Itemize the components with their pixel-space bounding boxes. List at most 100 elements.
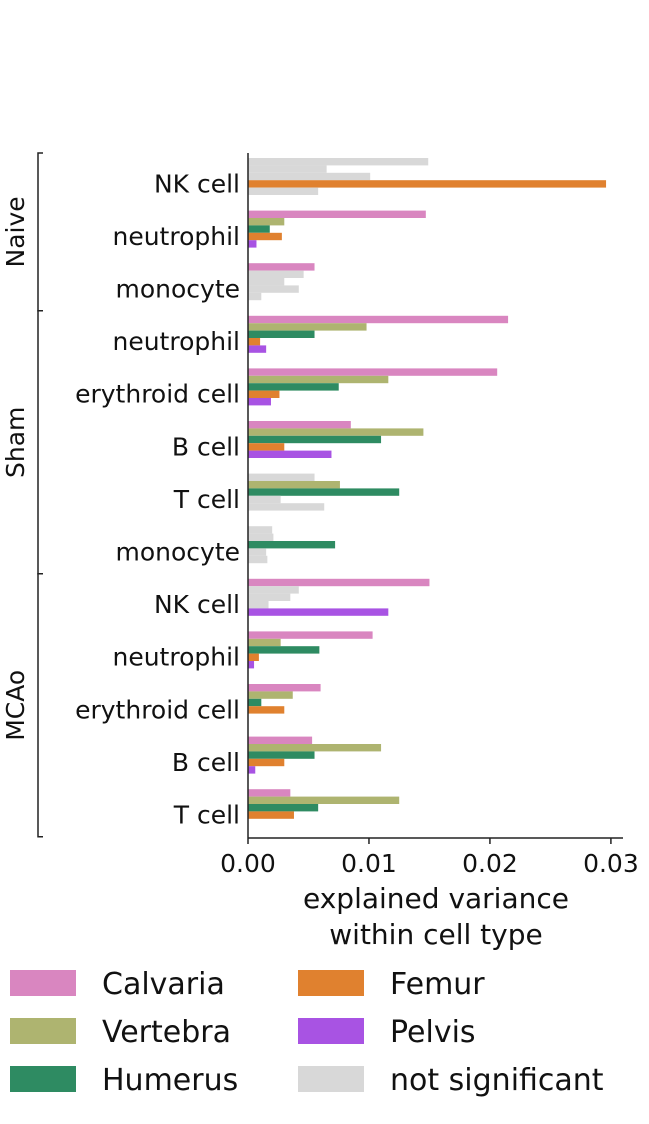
bar-naive-neutrophil-calvaria xyxy=(248,210,426,218)
bar-sham-b-cell-femur xyxy=(248,443,285,451)
bar-naive-nk-cell-pelvis xyxy=(248,187,319,195)
bar-naive-monocyte-pelvis xyxy=(248,292,262,301)
bar-mcao-t-cell-humerus xyxy=(248,804,319,812)
bar-naive-neutrophil-pelvis xyxy=(248,240,257,248)
bar-sham-t-cell-pelvis xyxy=(248,503,325,511)
y-tick-label-naive-nk-cell: NK cell xyxy=(154,169,240,198)
bar-mcao-neutrophil-humerus xyxy=(248,646,320,654)
x-tick-label-1: 0.01 xyxy=(341,849,397,878)
bar-naive-monocyte-humerus xyxy=(248,278,285,286)
y-tick-label-mcao-erythroid-cell: erythroid cell xyxy=(75,695,240,724)
bar-naive-nk-cell-femur xyxy=(248,180,607,188)
bar-mcao-erythroid-cell-femur xyxy=(248,706,285,714)
bar-sham-monocyte-pelvis xyxy=(248,555,268,564)
bar-sham-neutrophil-pelvis xyxy=(248,345,267,353)
bar-mcao-neutrophil-pelvis xyxy=(248,661,255,669)
bars-layer xyxy=(248,158,607,819)
legend-swatch-calvaria xyxy=(10,970,76,996)
legend-label-pelvis: Pelvis xyxy=(390,1015,476,1050)
y-tick-label-sham-erythroid-cell: erythroid cell xyxy=(75,380,240,409)
bar-naive-nk-cell-calvaria xyxy=(248,158,429,166)
bar-mcao-nk-cell-pelvis xyxy=(248,608,389,616)
x-tick-label-0: 0.00 xyxy=(220,849,276,878)
bar-mcao-erythroid-cell-vertebra xyxy=(248,691,293,699)
bar-sham-monocyte-humerus xyxy=(248,541,336,549)
y-tick-label-mcao-b-cell: B cell xyxy=(172,748,240,777)
bar-naive-monocyte-vertebra xyxy=(248,270,304,278)
y-tick-label-mcao-neutrophil: neutrophil xyxy=(112,643,240,672)
bar-mcao-neutrophil-femur xyxy=(248,653,259,661)
bar-mcao-neutrophil-vertebra xyxy=(248,638,281,647)
bar-mcao-b-cell-femur xyxy=(248,758,285,767)
group-bracket-naive xyxy=(37,152,43,312)
axes: 0.00 0.01 0.02 0.03 explained variancewithin… xyxy=(220,153,639,951)
bar-mcao-t-cell-calvaria xyxy=(248,789,291,797)
legend-swatch-vertebra xyxy=(10,1018,76,1044)
bar-mcao-b-cell-vertebra xyxy=(248,744,382,752)
legend-swatch-femur xyxy=(298,970,364,996)
bar-mcao-t-cell-vertebra xyxy=(248,796,400,804)
bar-sham-erythroid-cell-humerus xyxy=(248,383,339,391)
group-bracket-sham xyxy=(37,310,43,575)
bar-sham-neutrophil-calvaria xyxy=(248,315,509,324)
bar-mcao-nk-cell-femur xyxy=(248,601,269,609)
bar-mcao-t-cell-femur xyxy=(248,811,294,819)
bar-sham-monocyte-femur xyxy=(248,548,267,556)
bar-naive-neutrophil-femur xyxy=(248,232,282,241)
bar-naive-monocyte-calvaria xyxy=(248,263,315,271)
legend-label-calvaria: Calvaria xyxy=(102,967,225,1002)
bar-sham-t-cell-vertebra xyxy=(248,481,340,489)
bar-naive-nk-cell-vertebra xyxy=(248,165,327,173)
y-tick-label-sham-b-cell: B cell xyxy=(172,432,240,461)
legend-label-humerus: Humerus xyxy=(102,1063,238,1098)
x-tick-label-3: 0.03 xyxy=(583,849,639,878)
bar-naive-monocyte-femur xyxy=(248,285,299,293)
bar-naive-neutrophil-humerus xyxy=(248,225,270,233)
category-labels: NK cell neutrophil monocyte neutrophil eryth… xyxy=(75,169,240,829)
bar-sham-b-cell-humerus xyxy=(248,435,382,444)
bar-sham-b-cell-pelvis xyxy=(248,450,332,458)
y-tick-label-sham-t-cell: T cell xyxy=(173,485,240,514)
group-brackets: Naive Sham MCAo xyxy=(1,152,43,838)
bar-sham-erythroid-cell-vertebra xyxy=(248,375,389,384)
group-bracket-mcao xyxy=(37,573,43,838)
y-tick-label-naive-monocyte: monocyte xyxy=(115,275,240,304)
bar-sham-erythroid-cell-calvaria xyxy=(248,368,498,376)
group-label-naive: Naive xyxy=(1,196,30,267)
group-label-sham: Sham xyxy=(1,407,30,478)
legend-label-vertebra: Vertebra xyxy=(102,1015,231,1050)
bar-sham-monocyte-calvaria xyxy=(248,526,273,534)
x-axis-label-line-1: explained variance xyxy=(303,882,569,915)
bar-sham-t-cell-humerus xyxy=(248,488,400,496)
bar-sham-monocyte-vertebra xyxy=(248,533,274,541)
legend-swatch-not-significant xyxy=(298,1066,364,1092)
bar-mcao-nk-cell-vertebra xyxy=(248,586,299,594)
y-tick-label-sham-monocyte: monocyte xyxy=(115,538,240,567)
y-tick-label-mcao-t-cell: T cell xyxy=(173,801,240,830)
x-tick-label-2: 0.02 xyxy=(462,849,518,878)
legend-label-femur: Femur xyxy=(390,967,485,1002)
legend-swatch-humerus xyxy=(10,1066,76,1092)
bar-sham-erythroid-cell-pelvis xyxy=(248,398,271,406)
y-tick-label-naive-neutrophil: neutrophil xyxy=(112,222,240,251)
bar-mcao-erythroid-cell-calvaria xyxy=(248,684,321,692)
bar-sham-erythroid-cell-femur xyxy=(248,390,280,398)
bar-naive-nk-cell-humerus xyxy=(248,172,371,181)
group-label-mcao: MCAo xyxy=(1,670,30,741)
legend: Calvaria Femur Vertebra Pelvis Humerus not si… xyxy=(10,967,604,1098)
bar-mcao-b-cell-pelvis xyxy=(248,766,256,774)
bar-sham-neutrophil-vertebra xyxy=(248,323,367,331)
bar-sham-neutrophil-humerus xyxy=(248,330,315,338)
legend-swatch-pelvis xyxy=(298,1018,364,1044)
bar-mcao-erythroid-cell-humerus xyxy=(248,698,262,707)
bar-mcao-neutrophil-calvaria xyxy=(248,631,373,639)
legend-label-not-significant: not significant xyxy=(390,1063,604,1098)
bar-mcao-b-cell-humerus xyxy=(248,751,315,759)
bar-naive-neutrophil-vertebra xyxy=(248,218,285,226)
bar-sham-t-cell-calvaria xyxy=(248,473,315,481)
bar-mcao-nk-cell-calvaria xyxy=(248,578,430,587)
bar-sham-neutrophil-femur xyxy=(248,338,261,346)
bar-mcao-nk-cell-humerus xyxy=(248,593,291,601)
y-tick-label-mcao-nk-cell: NK cell xyxy=(154,590,240,619)
